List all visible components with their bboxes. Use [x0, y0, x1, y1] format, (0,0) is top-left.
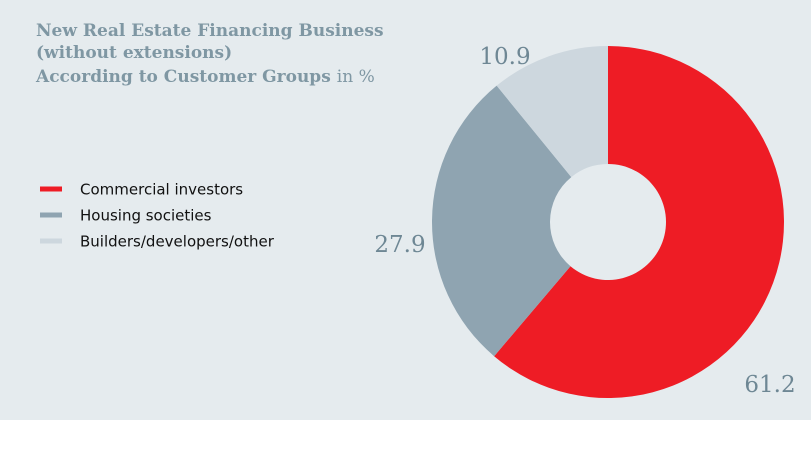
value-label: 10.9 [479, 44, 530, 70]
chart-title: New Real Estate Financing Business [36, 21, 384, 41]
chart-title: According to Customer Groups [35, 67, 331, 87]
unit: in % [337, 67, 375, 87]
legend-label: Commercial investors [80, 181, 243, 199]
chart-title: According to Customer Groups in % [35, 67, 375, 87]
legend-label: Housing societies [80, 207, 212, 225]
donut-slice [496, 46, 608, 178]
value-label: 61.2 [744, 372, 795, 398]
legend-label: Builders/developers/other [80, 233, 275, 251]
donut-slice [432, 85, 572, 357]
value-label: 27.9 [374, 232, 425, 258]
chart-title: (without extensions) [36, 43, 232, 63]
donut-slice [494, 46, 785, 398]
